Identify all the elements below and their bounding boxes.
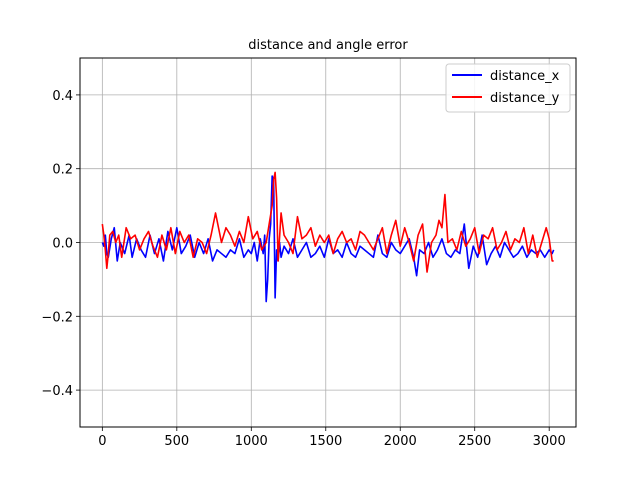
- legend-label-distance-y: distance_y: [490, 91, 560, 106]
- axes: 0 500 1000 1500 2000 2500 3000 −0.4 −0.2 0.0 0.2 0.…: [41, 89, 565, 449]
- x-tick-label: 500: [164, 434, 189, 449]
- y-tick-label: 0.4: [52, 89, 73, 104]
- y-tick-label: −0.2: [41, 310, 73, 325]
- x-tick-label: 1000: [235, 434, 268, 449]
- x-tick-label: 2500: [458, 434, 491, 449]
- x-tick-label: 0: [98, 434, 106, 449]
- y-tick-label: 0.2: [52, 163, 73, 178]
- series-line-distance-x: [101, 175, 555, 303]
- series-layer: [101, 171, 555, 303]
- chart-title: distance and angle error: [248, 38, 408, 53]
- y-tick-label: −0.4: [41, 384, 73, 399]
- x-tick-label: 3000: [533, 434, 566, 449]
- y-tick-label: 0.0: [52, 237, 73, 252]
- x-tick-label: 2000: [384, 434, 417, 449]
- x-tick-label: 1500: [309, 434, 342, 449]
- legend: distance_x distance_y: [445, 63, 571, 113]
- legend-label-distance-x: distance_x: [490, 69, 560, 84]
- series-line-distance-y: [101, 171, 554, 273]
